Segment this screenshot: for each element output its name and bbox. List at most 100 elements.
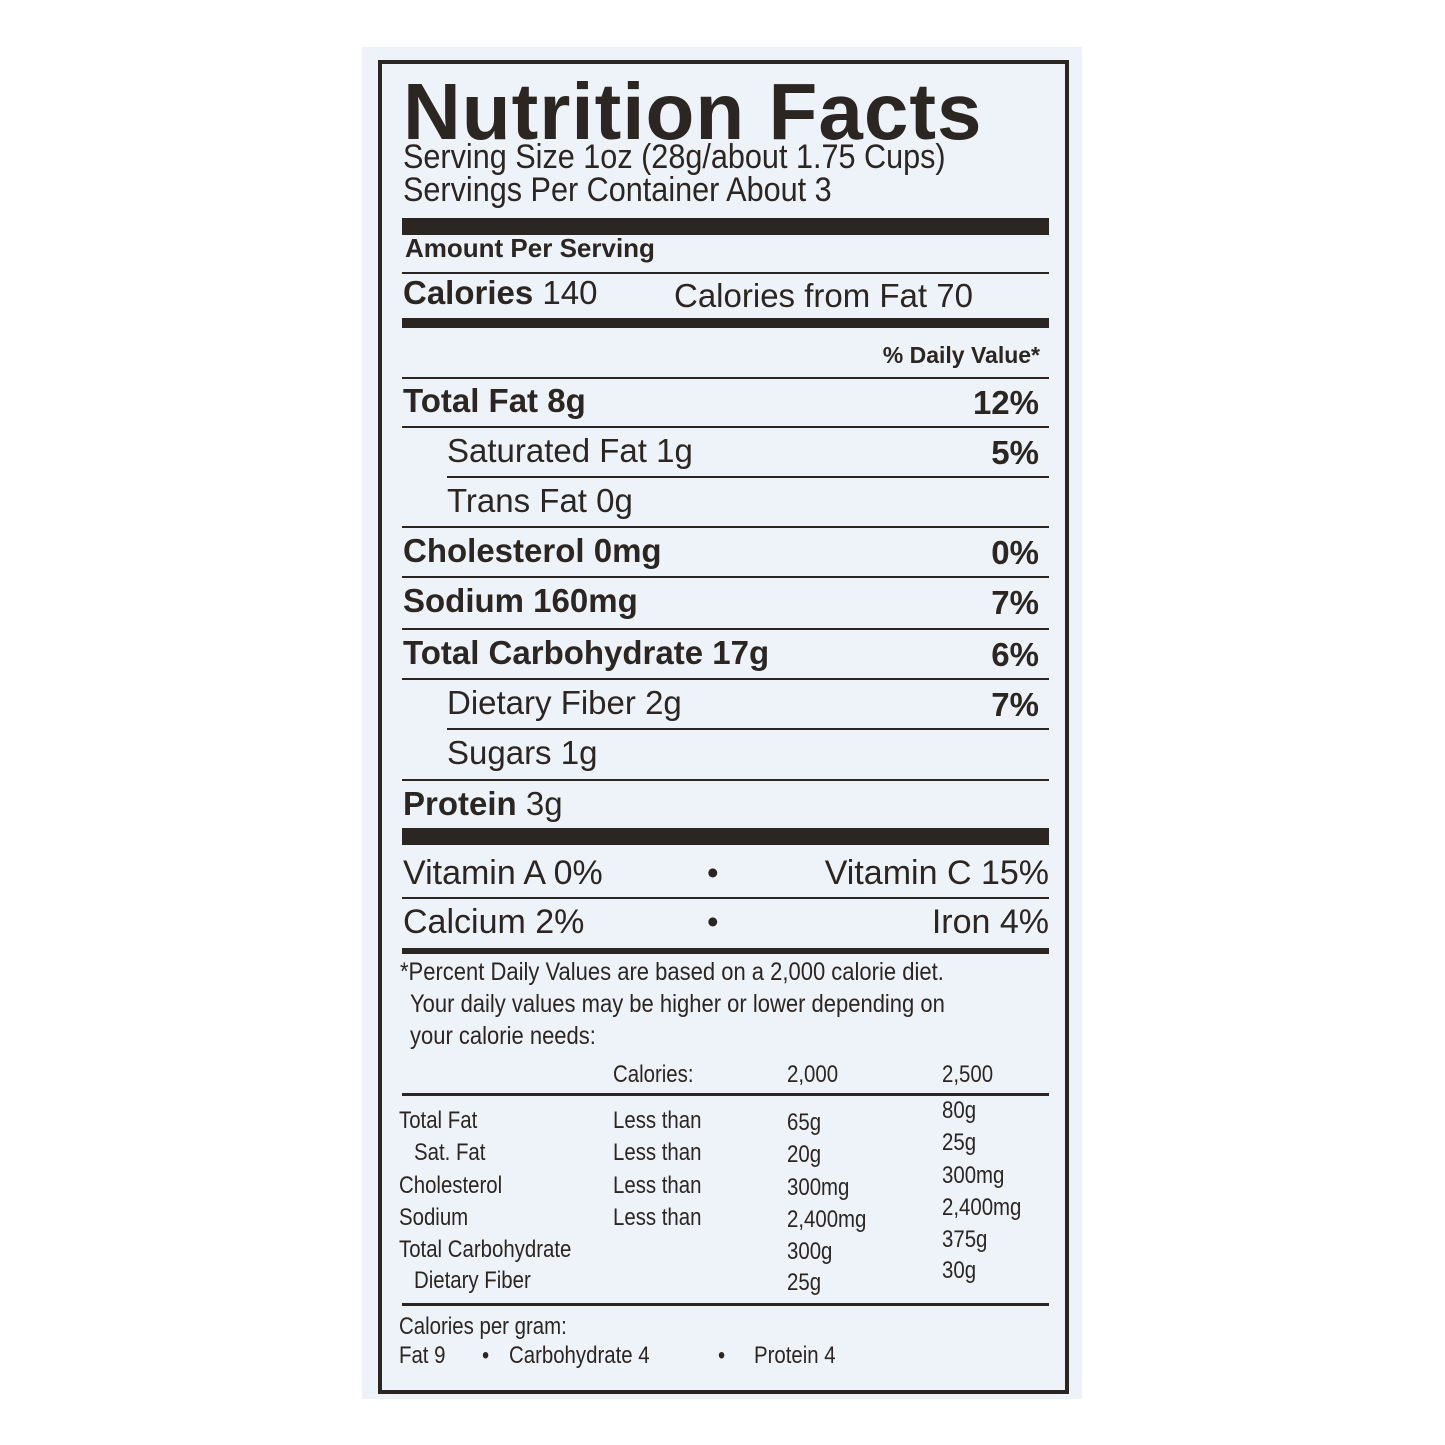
serving-size: Serving Size 1oz (28g/about 1.75 Cups) — [403, 138, 946, 176]
calories-from-fat: Calories from Fat 70 — [674, 276, 973, 316]
dv-row-2000: 20g — [787, 1141, 822, 1168]
dv-row-nutrient: Total Fat — [399, 1107, 478, 1134]
dv-row-2000: 25g — [787, 1269, 822, 1296]
calories-label: Calories — [403, 274, 534, 311]
nutrient-row: Total Fat 8g — [403, 381, 586, 421]
calories-per-gram-fat: Fat 9 — [399, 1342, 446, 1369]
label-title: Nutrition Facts — [403, 67, 983, 156]
vitamin-c: Vitamin C 15% — [824, 854, 1049, 892]
dv-header-2500: 2,500 — [942, 1061, 994, 1088]
footnote-line: your calorie needs: — [410, 1022, 596, 1050]
nutrient-label: Sodium — [403, 582, 524, 619]
footnote-line: Your daily values may be higher or lower… — [410, 990, 945, 1018]
nutrient-daily-value: 7% — [991, 686, 1039, 723]
nutrient-label: Protein — [403, 785, 517, 822]
iron: Iron 4% — [931, 903, 1049, 941]
amount-per-serving: Amount Per Serving — [405, 233, 655, 263]
thick-divider — [402, 218, 1049, 235]
dv-row-qualifier: Less than — [613, 1204, 702, 1231]
nutrient-daily-value: 6% — [991, 636, 1039, 673]
divider — [402, 526, 1049, 528]
dv-row-2500: 25g — [942, 1129, 977, 1156]
calories-per-gram-carbohydrate: Carbohydrate 4 — [509, 1342, 650, 1369]
thick-divider — [402, 828, 1049, 845]
nutrient-daily-value: 5% — [991, 434, 1039, 471]
calories-per-gram-protein: Protein 4 — [754, 1342, 836, 1369]
dv-row-qualifier: Less than — [613, 1139, 702, 1166]
bullet-separator: • — [707, 854, 719, 891]
dv-row-2000: 2,400mg — [787, 1206, 867, 1233]
bullet-separator: • — [718, 1342, 726, 1369]
dv-row-qualifier: Less than — [613, 1107, 702, 1134]
dv-row-nutrient: Cholesterol — [399, 1172, 503, 1199]
bullet-separator: • — [707, 903, 719, 940]
divider — [447, 476, 1049, 478]
divider — [402, 678, 1049, 680]
calories-from-fat-value: 70 — [936, 277, 973, 314]
servings-per-container: Servings Per Container About 3 — [403, 171, 832, 209]
dv-row-nutrient: Sodium — [399, 1204, 469, 1231]
divider — [402, 628, 1049, 630]
divider — [402, 1303, 1049, 1306]
nutrient-amount: 0mg — [593, 532, 662, 569]
nutrient-label: Trans Fat — [447, 482, 587, 519]
calcium: Calcium 2% — [403, 903, 585, 941]
dv-row-2000: 300g — [787, 1238, 833, 1265]
nutrient-amount: 3g — [525, 785, 563, 822]
footnote-line: *Percent Daily Values are based on a 2,0… — [400, 958, 944, 986]
nutrient-row: Cholesterol 0mg — [403, 531, 662, 571]
divider — [402, 897, 1049, 899]
nutrient-label: Cholesterol — [403, 532, 585, 569]
nutrient-amount: 0g — [596, 482, 633, 519]
dv-header-2000: 2,000 — [787, 1061, 839, 1088]
dv-row-2500: 30g — [942, 1257, 977, 1284]
nutrient-label: Dietary Fiber — [447, 684, 636, 721]
nutrient-row: Trans Fat 0g — [447, 481, 633, 521]
divider — [402, 576, 1049, 578]
nutrient-amount: 17g — [712, 634, 770, 671]
bullet-separator: • — [482, 1342, 490, 1369]
calories-row: Calories 140 — [403, 273, 597, 313]
divider — [447, 728, 1049, 730]
medium-divider — [402, 948, 1049, 954]
nutrient-row: Sodium 160mg — [403, 581, 638, 621]
nutrient-daily-value: 0% — [991, 534, 1039, 571]
nutrient-label: Total Carbohydrate — [403, 634, 704, 671]
nutrient-daily-value: 7% — [991, 584, 1039, 621]
nutrient-amount: 160mg — [533, 582, 638, 619]
dv-row-2500: 80g — [942, 1097, 977, 1124]
calories-value: 140 — [542, 274, 598, 311]
divider — [402, 272, 1049, 274]
nutrient-label: Saturated Fat — [447, 432, 647, 469]
divider — [402, 426, 1049, 428]
dv-row-nutrient: Total Carbohydrate — [399, 1236, 572, 1263]
nutrient-label: Total Fat — [403, 382, 539, 419]
nutrient-amount: 1g — [656, 432, 693, 469]
nutrient-daily-value: 12% — [972, 384, 1039, 421]
dv-row-2500: 2,400mg — [942, 1194, 1022, 1221]
nutrient-row: Saturated Fat 1g — [447, 431, 693, 471]
nutrient-amount: 8g — [547, 382, 586, 419]
medium-divider — [402, 318, 1049, 328]
divider — [402, 377, 1049, 379]
vitamin-a: Vitamin A 0% — [403, 854, 603, 892]
nutrient-amount: 2g — [645, 684, 682, 721]
nutrient-row: Protein 3g — [403, 784, 563, 824]
dv-row-2000: 65g — [787, 1109, 822, 1136]
nutrient-label: Sugars — [447, 734, 552, 771]
dv-row-2500: 300mg — [942, 1162, 1005, 1189]
calories-from-fat-label: Calories from Fat — [674, 277, 928, 314]
dv-row-nutrient: Dietary Fiber — [414, 1267, 531, 1294]
divider — [402, 779, 1049, 781]
nutrition-label-border — [378, 60, 1069, 1394]
nutrient-amount: 1g — [560, 734, 598, 771]
dv-row-2000: 300mg — [787, 1174, 850, 1201]
nutrient-row: Sugars 1g — [447, 733, 597, 773]
daily-value-header: % Daily Value* — [882, 342, 1040, 368]
dv-row-2500: 375g — [942, 1226, 988, 1253]
dv-row-qualifier: Less than — [613, 1172, 702, 1199]
nutrient-row: Dietary Fiber 2g — [447, 683, 682, 723]
dv-row-nutrient: Sat. Fat — [414, 1139, 486, 1166]
divider — [402, 1093, 1049, 1096]
nutrient-row: Total Carbohydrate 17g — [403, 633, 769, 673]
